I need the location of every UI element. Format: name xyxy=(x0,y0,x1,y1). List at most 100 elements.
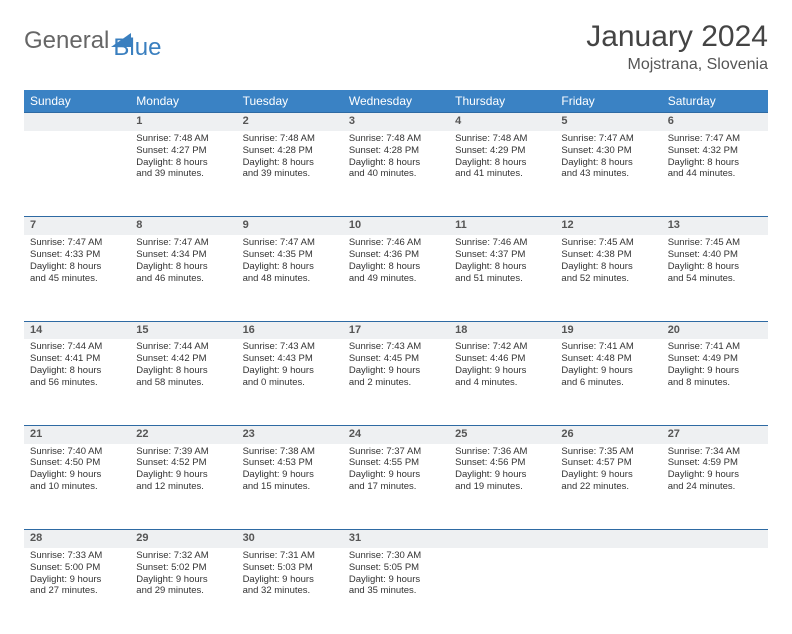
sunset-text: Sunset: 4:46 PM xyxy=(455,353,549,365)
day2-text: and 43 minutes. xyxy=(561,168,655,180)
sunrise-text: Sunrise: 7:46 AM xyxy=(455,237,549,249)
day1-text: Daylight: 9 hours xyxy=(455,469,549,481)
sunset-text: Sunset: 5:02 PM xyxy=(136,562,230,574)
day2-text: and 6 minutes. xyxy=(561,377,655,389)
day1-text: Daylight: 9 hours xyxy=(243,469,337,481)
day1-text: Daylight: 9 hours xyxy=(243,574,337,586)
day1-text: Daylight: 8 hours xyxy=(30,365,124,377)
day-number-cell: 19 xyxy=(555,321,661,339)
day-number-cell: 20 xyxy=(662,321,768,339)
day-number-cell: 13 xyxy=(662,217,768,235)
day-cell xyxy=(24,131,130,217)
day1-text: Daylight: 8 hours xyxy=(349,261,443,273)
day1-text: Daylight: 9 hours xyxy=(243,365,337,377)
sunrise-text: Sunrise: 7:34 AM xyxy=(668,446,762,458)
day-number-cell: 3 xyxy=(343,113,449,131)
sunset-text: Sunset: 4:48 PM xyxy=(561,353,655,365)
day-number-cell: 23 xyxy=(237,425,343,443)
sunrise-text: Sunrise: 7:48 AM xyxy=(243,133,337,145)
day2-text: and 45 minutes. xyxy=(30,273,124,285)
day1-text: Daylight: 9 hours xyxy=(668,365,762,377)
day-content-row: Sunrise: 7:40 AMSunset: 4:50 PMDaylight:… xyxy=(24,444,768,530)
day-cell: Sunrise: 7:44 AMSunset: 4:42 PMDaylight:… xyxy=(130,339,236,425)
day-cell: Sunrise: 7:46 AMSunset: 4:37 PMDaylight:… xyxy=(449,235,555,321)
logo: General Blue xyxy=(24,20,161,62)
sunrise-text: Sunrise: 7:48 AM xyxy=(455,133,549,145)
sunrise-text: Sunrise: 7:44 AM xyxy=(136,341,230,353)
sunrise-text: Sunrise: 7:45 AM xyxy=(561,237,655,249)
day-cell: Sunrise: 7:34 AMSunset: 4:59 PMDaylight:… xyxy=(662,444,768,530)
day-number-row: 78910111213 xyxy=(24,217,768,235)
day-cell: Sunrise: 7:40 AMSunset: 4:50 PMDaylight:… xyxy=(24,444,130,530)
day-number-cell: 7 xyxy=(24,217,130,235)
day-number-cell xyxy=(555,530,661,548)
day-content-row: Sunrise: 7:47 AMSunset: 4:33 PMDaylight:… xyxy=(24,235,768,321)
day-cell: Sunrise: 7:44 AMSunset: 4:41 PMDaylight:… xyxy=(24,339,130,425)
day2-text: and 58 minutes. xyxy=(136,377,230,389)
sunset-text: Sunset: 4:57 PM xyxy=(561,457,655,469)
sunset-text: Sunset: 4:53 PM xyxy=(243,457,337,469)
sunset-text: Sunset: 4:36 PM xyxy=(349,249,443,261)
sunset-text: Sunset: 4:35 PM xyxy=(243,249,337,261)
day-cell: Sunrise: 7:45 AMSunset: 4:38 PMDaylight:… xyxy=(555,235,661,321)
month-title: January 2024 xyxy=(586,20,768,54)
day1-text: Daylight: 8 hours xyxy=(561,157,655,169)
day-cell: Sunrise: 7:47 AMSunset: 4:30 PMDaylight:… xyxy=(555,131,661,217)
day-cell: Sunrise: 7:41 AMSunset: 4:48 PMDaylight:… xyxy=(555,339,661,425)
sunset-text: Sunset: 4:43 PM xyxy=(243,353,337,365)
day-number-cell: 31 xyxy=(343,530,449,548)
day1-text: Daylight: 9 hours xyxy=(136,469,230,481)
day2-text: and 22 minutes. xyxy=(561,481,655,493)
day-number-cell: 12 xyxy=(555,217,661,235)
day-cell xyxy=(449,548,555,634)
sunset-text: Sunset: 4:37 PM xyxy=(455,249,549,261)
day-cell: Sunrise: 7:33 AMSunset: 5:00 PMDaylight:… xyxy=(24,548,130,634)
day-cell: Sunrise: 7:47 AMSunset: 4:35 PMDaylight:… xyxy=(237,235,343,321)
weekday-header: Friday xyxy=(555,90,661,113)
sunrise-text: Sunrise: 7:48 AM xyxy=(349,133,443,145)
day1-text: Daylight: 8 hours xyxy=(136,261,230,273)
day1-text: Daylight: 8 hours xyxy=(455,261,549,273)
sunset-text: Sunset: 4:50 PM xyxy=(30,457,124,469)
sunset-text: Sunset: 4:42 PM xyxy=(136,353,230,365)
logo-text-1: General xyxy=(24,27,109,55)
day1-text: Daylight: 9 hours xyxy=(561,365,655,377)
weekday-header: Sunday xyxy=(24,90,130,113)
sunrise-text: Sunrise: 7:33 AM xyxy=(30,550,124,562)
day-cell: Sunrise: 7:38 AMSunset: 4:53 PMDaylight:… xyxy=(237,444,343,530)
sunrise-text: Sunrise: 7:37 AM xyxy=(349,446,443,458)
day-number-cell xyxy=(662,530,768,548)
day2-text: and 56 minutes. xyxy=(30,377,124,389)
sunrise-text: Sunrise: 7:39 AM xyxy=(136,446,230,458)
day-number-cell: 17 xyxy=(343,321,449,339)
day-number-cell: 6 xyxy=(662,113,768,131)
sunrise-text: Sunrise: 7:32 AM xyxy=(136,550,230,562)
day2-text: and 10 minutes. xyxy=(30,481,124,493)
day-number-cell: 22 xyxy=(130,425,236,443)
day-number-row: 21222324252627 xyxy=(24,425,768,443)
day-cell: Sunrise: 7:43 AMSunset: 4:45 PMDaylight:… xyxy=(343,339,449,425)
day-cell: Sunrise: 7:45 AMSunset: 4:40 PMDaylight:… xyxy=(662,235,768,321)
day-cell xyxy=(662,548,768,634)
day1-text: Daylight: 9 hours xyxy=(349,365,443,377)
day-number-cell: 10 xyxy=(343,217,449,235)
sunrise-text: Sunrise: 7:43 AM xyxy=(349,341,443,353)
day2-text: and 27 minutes. xyxy=(30,585,124,597)
day-content-row: Sunrise: 7:48 AMSunset: 4:27 PMDaylight:… xyxy=(24,131,768,217)
location: Mojstrana, Slovenia xyxy=(586,56,768,74)
title-block: January 2024 Mojstrana, Slovenia xyxy=(586,20,768,74)
sunset-text: Sunset: 4:45 PM xyxy=(349,353,443,365)
sunset-text: Sunset: 5:05 PM xyxy=(349,562,443,574)
day2-text: and 54 minutes. xyxy=(668,273,762,285)
sunrise-text: Sunrise: 7:35 AM xyxy=(561,446,655,458)
sunrise-text: Sunrise: 7:46 AM xyxy=(349,237,443,249)
day-cell: Sunrise: 7:36 AMSunset: 4:56 PMDaylight:… xyxy=(449,444,555,530)
day1-text: Daylight: 9 hours xyxy=(455,365,549,377)
day2-text: and 8 minutes. xyxy=(668,377,762,389)
day-number-cell xyxy=(24,113,130,131)
day-number-cell: 29 xyxy=(130,530,236,548)
weekday-header: Thursday xyxy=(449,90,555,113)
day-number-cell: 30 xyxy=(237,530,343,548)
day1-text: Daylight: 8 hours xyxy=(668,261,762,273)
sunrise-text: Sunrise: 7:47 AM xyxy=(136,237,230,249)
